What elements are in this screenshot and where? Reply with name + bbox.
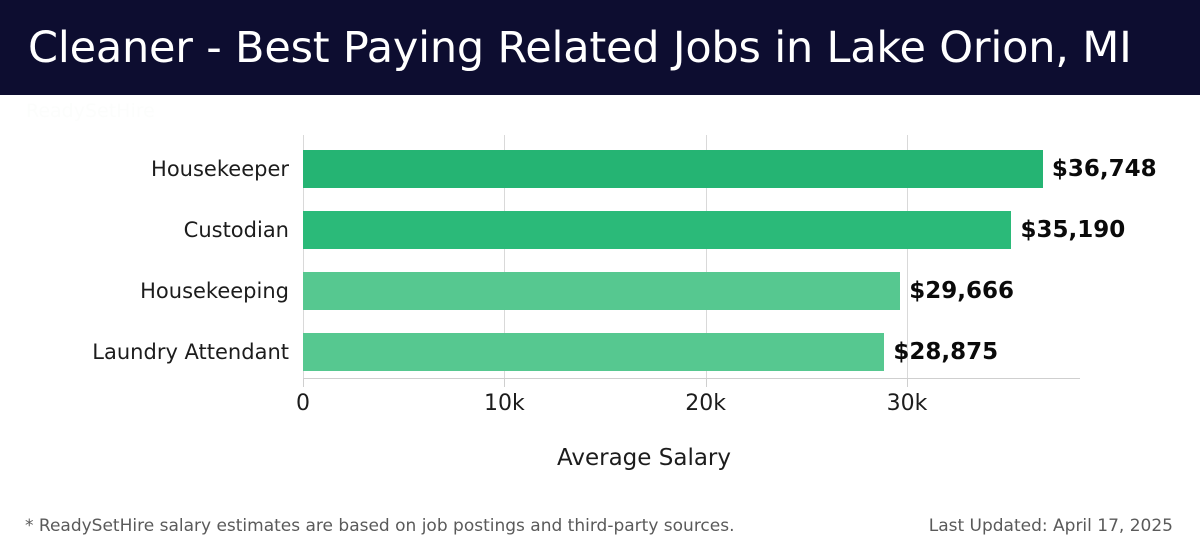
- x-axis-title-text: Average Salary: [556, 445, 731, 471]
- gridline-20k: [705, 135, 707, 378]
- bar-housekeeper[interactable]: [303, 150, 1043, 188]
- chart-header-banner: Cleaner - Best Paying Related Jobs in La…: [0, 0, 1200, 95]
- tickmark-30k: [907, 378, 908, 387]
- x-tick-label: 0: [296, 391, 310, 416]
- bar-value-label: $35,190: [1020, 217, 1126, 243]
- bar-value-label: $36,748: [1051, 156, 1157, 182]
- chart-footer: * ReadySetHire salary estimates are base…: [0, 505, 1200, 558]
- category-label: Housekeeping: [140, 279, 289, 303]
- x-tick-label: 10k: [483, 391, 525, 416]
- page-title: Cleaner - Best Paying Related Jobs in La…: [28, 23, 1132, 73]
- tickmark-20k: [705, 378, 707, 387]
- gridline-0: [303, 135, 304, 378]
- category-label: Laundry Attendant: [92, 340, 289, 364]
- category-label: Housekeeper: [151, 157, 289, 181]
- gridline-30k: [907, 135, 908, 378]
- tickmark-10k: [504, 378, 506, 387]
- bar-laundry-attendant[interactable]: [303, 333, 885, 371]
- tickmark-0: [303, 378, 304, 387]
- bar-chart: Housekeeper $36,748 Custodian $35,190 Housek…: [0, 95, 1200, 495]
- footer-last-updated: Last Updated: April 17, 2025: [928, 516, 1173, 536]
- gridline-10k: [504, 135, 506, 378]
- bar-housekeeping[interactable]: [303, 272, 901, 310]
- x-tick-label: 20k: [685, 391, 727, 416]
- category-label: Custodian: [183, 218, 289, 242]
- bar-custodian[interactable]: [303, 211, 1012, 249]
- x-axis-title: Average Salary: [0, 445, 1200, 471]
- x-tick-label: 30k: [886, 391, 928, 416]
- footer-disclaimer: * ReadySetHire salary estimates are base…: [25, 516, 735, 536]
- bar-value-label: $29,666: [909, 278, 1015, 304]
- bar-value-label: $28,875: [893, 339, 999, 365]
- x-axis-line: [303, 378, 1080, 379]
